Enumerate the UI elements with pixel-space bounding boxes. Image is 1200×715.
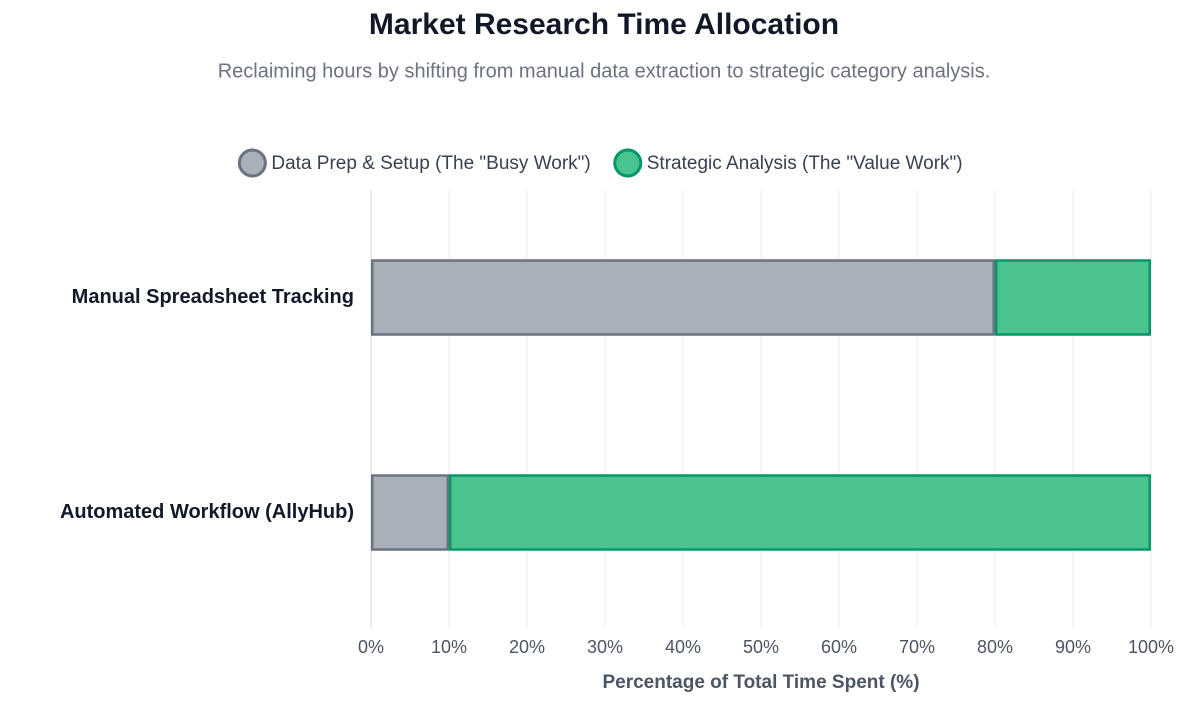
- x-tick-label: 80%: [977, 637, 1013, 657]
- chart-subtitle: Reclaiming hours by shifting from manual…: [218, 60, 991, 82]
- legend-swatch: [237, 148, 267, 178]
- x-tick-label: 20%: [509, 637, 545, 657]
- x-tick-label: 50%: [743, 637, 779, 657]
- x-tick-label: 70%: [899, 637, 935, 657]
- x-tick-label: 40%: [665, 637, 701, 657]
- chart-title: Market Research Time Allocation: [369, 8, 839, 41]
- bar-segment: [371, 474, 449, 551]
- y-tick-label: Manual Spreadsheet Tracking: [72, 286, 354, 308]
- x-tick-label: 100%: [1128, 637, 1174, 657]
- x-tick-label: 60%: [821, 637, 857, 657]
- x-tick-label: 10%: [431, 637, 467, 657]
- x-tick-label: 30%: [587, 637, 623, 657]
- y-tick-label: Automated Workflow (AllyHub): [60, 501, 354, 523]
- legend-label: Data Prep & Setup (The "Busy Work"): [271, 153, 590, 174]
- legend-swatch: [613, 148, 643, 178]
- x-axis-title: Percentage of Total Time Spent (%): [602, 672, 919, 693]
- x-tick-label: 0%: [358, 637, 384, 657]
- legend-label: Strategic Analysis (The "Value Work"): [647, 153, 963, 174]
- bar-segment: [449, 474, 1151, 551]
- bar-segment: [995, 259, 1151, 336]
- bar-segment: [371, 259, 995, 336]
- x-tick-label: 90%: [1055, 637, 1091, 657]
